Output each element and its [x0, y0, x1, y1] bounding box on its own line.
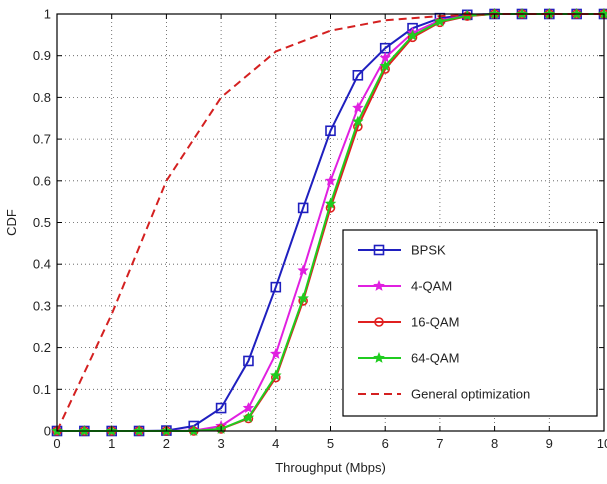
y-tick-label: 0.5	[33, 215, 51, 230]
y-axis-label: CDF	[4, 209, 19, 236]
x-tick-label: 7	[436, 436, 443, 451]
x-axis-label: Throughput (Mbps)	[275, 460, 386, 475]
x-tick-label: 3	[217, 436, 224, 451]
x-tick-label: 1	[108, 436, 115, 451]
legend-label: BPSK	[411, 243, 446, 258]
legend-label: 64-QAM	[411, 351, 459, 366]
y-tick-label: 0.2	[33, 340, 51, 355]
legend: BPSK 4-QAM 16-QAM 64-QAM General optimizatio…	[343, 230, 597, 416]
legend-label: 16-QAM	[411, 315, 459, 330]
x-tick-label: 2	[163, 436, 170, 451]
x-tick-label: 8	[491, 436, 498, 451]
y-tick-label: 0.8	[33, 90, 51, 105]
y-tick-label: 0.7	[33, 132, 51, 147]
y-tick-label: 0	[44, 424, 51, 439]
legend-label: 4-QAM	[411, 279, 452, 294]
x-tick-label: 10	[597, 436, 607, 451]
x-tick-label: 4	[272, 436, 279, 451]
x-tick-label: 6	[382, 436, 389, 451]
x-tick-label: 5	[327, 436, 334, 451]
x-tick-label: 9	[546, 436, 553, 451]
legend-label: General optimization	[411, 387, 530, 402]
y-tick-label: 0.1	[33, 382, 51, 397]
y-tick-label: 0.3	[33, 298, 51, 313]
y-tick-label: 0.9	[33, 48, 51, 63]
y-tick-label: 1	[44, 7, 51, 22]
y-tick-label: 0.4	[33, 257, 51, 272]
y-tick-label: 0.6	[33, 173, 51, 188]
x-tick-label: 0	[53, 436, 60, 451]
